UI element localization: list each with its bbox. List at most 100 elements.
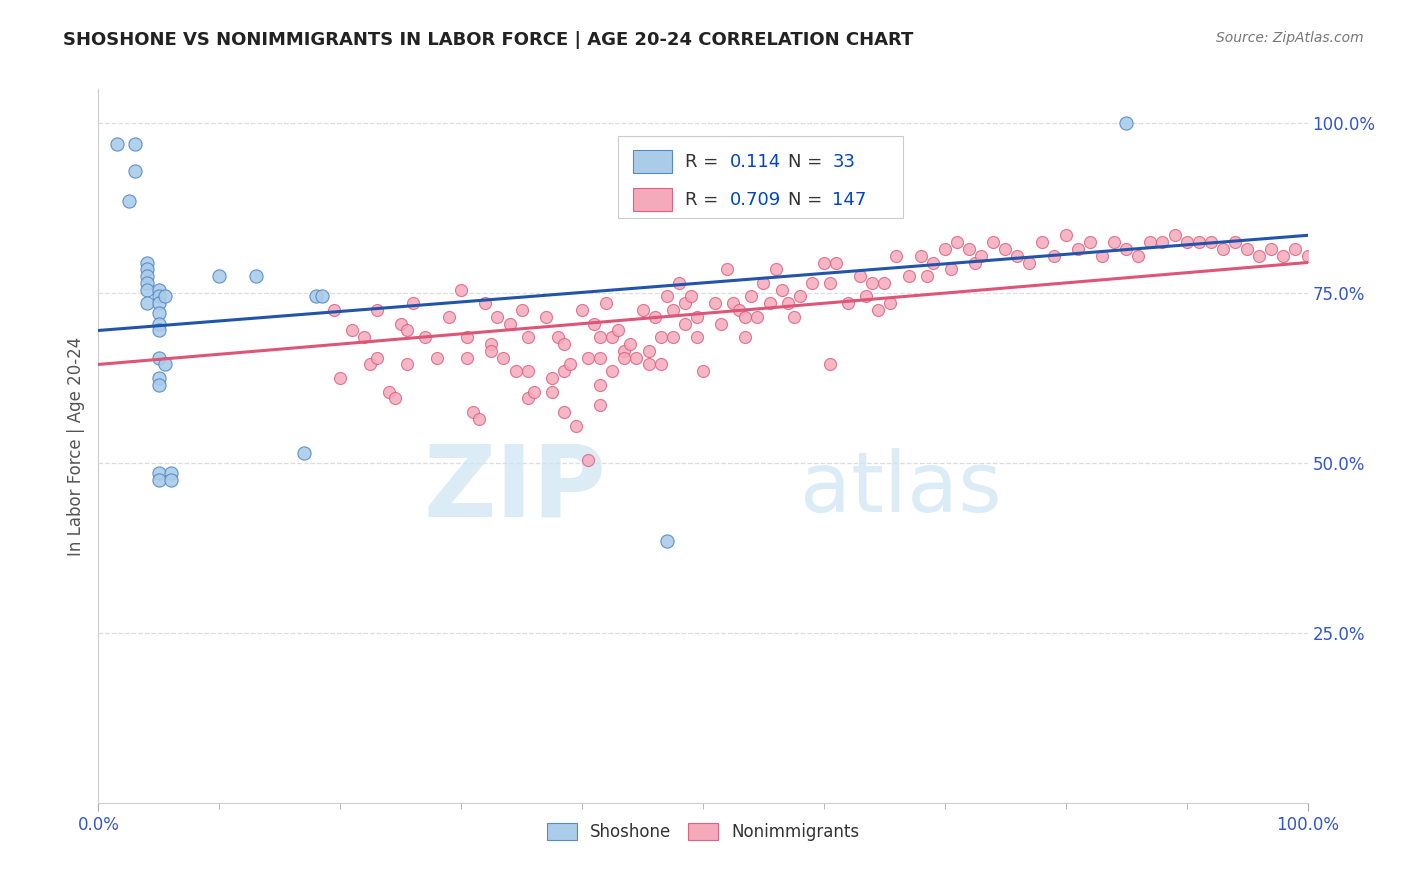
Point bbox=[1152, 235, 1174, 249]
Point bbox=[148, 296, 170, 310]
Point bbox=[607, 323, 630, 337]
Point bbox=[818, 358, 841, 372]
Point bbox=[837, 296, 859, 310]
Point bbox=[855, 289, 877, 303]
Point bbox=[589, 330, 612, 344]
Point bbox=[463, 405, 485, 419]
Point bbox=[1260, 242, 1282, 256]
Point bbox=[770, 283, 793, 297]
Text: 147: 147 bbox=[832, 191, 866, 209]
Point bbox=[474, 296, 496, 310]
Bar bbox=[633, 188, 672, 211]
Text: R =: R = bbox=[685, 153, 724, 171]
Point bbox=[135, 283, 157, 297]
Point bbox=[946, 235, 969, 249]
Point bbox=[1078, 235, 1101, 249]
Point bbox=[886, 249, 908, 263]
Point bbox=[583, 317, 606, 331]
Point bbox=[492, 351, 515, 365]
Point bbox=[637, 343, 659, 358]
Point bbox=[516, 330, 538, 344]
Point bbox=[505, 364, 527, 378]
Point bbox=[481, 343, 503, 358]
Point bbox=[897, 269, 920, 284]
Point bbox=[486, 310, 509, 324]
Point bbox=[1223, 235, 1246, 249]
Point bbox=[668, 276, 690, 290]
Point bbox=[776, 296, 799, 310]
Point bbox=[576, 351, 599, 365]
Point bbox=[970, 249, 993, 263]
Point bbox=[589, 377, 612, 392]
Point bbox=[135, 269, 157, 284]
Point bbox=[153, 289, 176, 303]
Point bbox=[818, 276, 841, 290]
Point bbox=[650, 358, 672, 372]
Point bbox=[734, 310, 756, 324]
Point bbox=[366, 303, 388, 318]
Point bbox=[1115, 116, 1137, 130]
Bar bbox=[619, 136, 903, 218]
Point bbox=[450, 283, 472, 297]
Point bbox=[148, 306, 170, 320]
Point bbox=[135, 262, 157, 277]
Bar bbox=[633, 151, 672, 173]
Point bbox=[377, 384, 399, 399]
Point bbox=[1296, 249, 1319, 263]
Point bbox=[540, 371, 562, 385]
Point bbox=[342, 323, 364, 337]
Point bbox=[516, 364, 538, 378]
Point bbox=[650, 330, 672, 344]
Point bbox=[673, 317, 696, 331]
Point bbox=[553, 364, 575, 378]
Point bbox=[558, 358, 581, 372]
Point bbox=[994, 242, 1017, 256]
Point bbox=[644, 310, 666, 324]
Point bbox=[148, 371, 170, 385]
Point bbox=[692, 364, 714, 378]
Point bbox=[160, 466, 183, 480]
Point bbox=[148, 473, 170, 487]
Point bbox=[353, 330, 375, 344]
Point bbox=[481, 337, 503, 351]
Point bbox=[868, 303, 890, 318]
Point bbox=[1031, 235, 1053, 249]
Point bbox=[148, 377, 170, 392]
Point bbox=[1018, 255, 1040, 269]
Legend: Shoshone, Nonimmigrants: Shoshone, Nonimmigrants bbox=[540, 816, 866, 848]
Point bbox=[873, 276, 896, 290]
Point bbox=[384, 392, 406, 406]
Point bbox=[957, 242, 980, 256]
Point bbox=[468, 412, 491, 426]
Point bbox=[1199, 235, 1222, 249]
Point bbox=[849, 269, 872, 284]
Text: R =: R = bbox=[685, 191, 724, 209]
Point bbox=[124, 163, 146, 178]
Point bbox=[437, 310, 460, 324]
Point bbox=[135, 255, 157, 269]
Point bbox=[813, 255, 835, 269]
Text: ZIP: ZIP bbox=[423, 441, 606, 537]
Point bbox=[765, 262, 787, 277]
Point bbox=[631, 303, 654, 318]
Point bbox=[740, 289, 762, 303]
Point bbox=[456, 351, 478, 365]
Point bbox=[148, 289, 170, 303]
Text: N =: N = bbox=[787, 191, 828, 209]
Point bbox=[981, 235, 1004, 249]
Point bbox=[311, 289, 333, 303]
Point bbox=[1284, 242, 1306, 256]
Point bbox=[789, 289, 811, 303]
Point bbox=[716, 262, 738, 277]
Point bbox=[1054, 228, 1077, 243]
Point bbox=[402, 296, 425, 310]
Point bbox=[135, 296, 157, 310]
Point bbox=[704, 296, 727, 310]
Text: SHOSHONE VS NONIMMIGRANTS IN LABOR FORCE | AGE 20-24 CORRELATION CHART: SHOSHONE VS NONIMMIGRANTS IN LABOR FORCE… bbox=[63, 31, 914, 49]
Point bbox=[673, 296, 696, 310]
Point bbox=[1102, 235, 1125, 249]
Point bbox=[595, 296, 617, 310]
Point bbox=[710, 317, 733, 331]
Point bbox=[879, 296, 901, 310]
Point bbox=[1236, 242, 1258, 256]
